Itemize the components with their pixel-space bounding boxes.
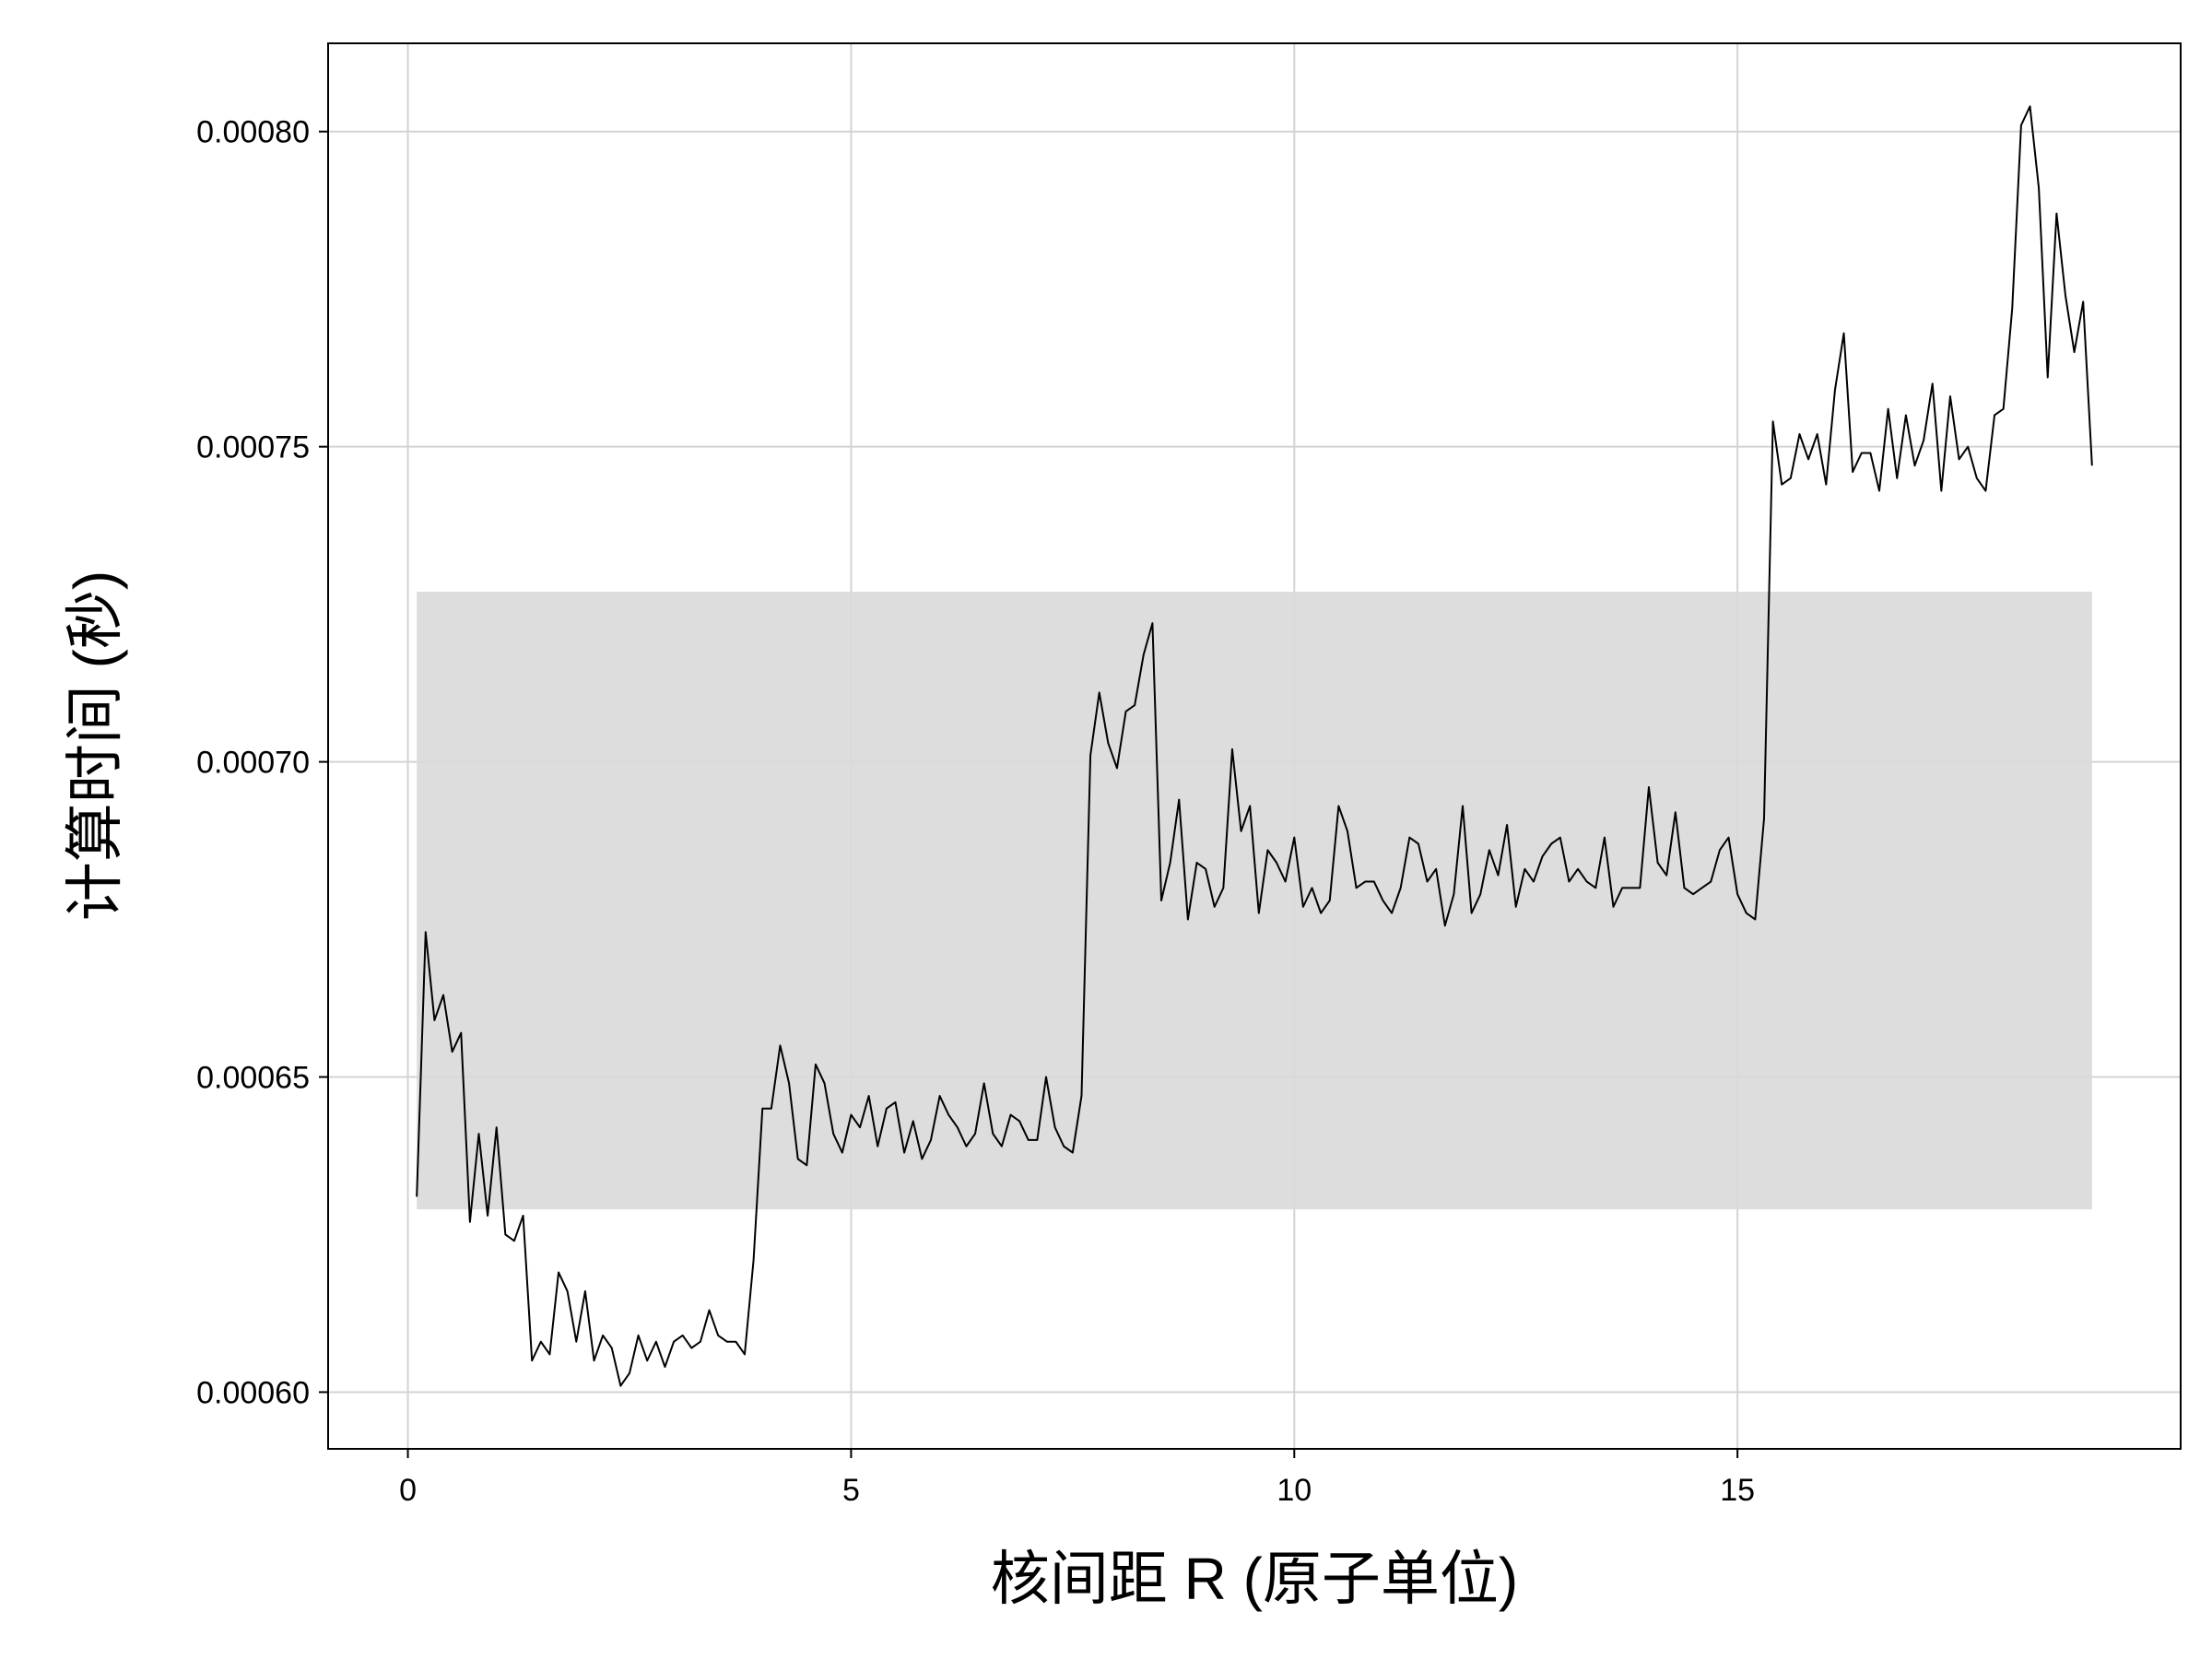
series-line [416,105,2093,1387]
range-band [417,591,2092,1210]
x-axis-label: 核间距 R (原子单位) [991,1546,1518,1612]
y-tick-label: 0.00060 [196,1375,310,1410]
y-tick-label: 0.00080 [196,115,310,150]
y-tick-label: 0.00070 [196,746,310,781]
plot-frame [327,42,2182,1450]
y-tick-label: 0.00065 [196,1061,310,1096]
axis-ticks: 0 5 10 15 0.00060 0.00065 0.00070 0.00075 0.0008… [196,115,1755,1508]
x-tick-label: 10 [1277,1473,1312,1508]
y-axis-label: 计算时间 (秒) [62,571,128,921]
y-tick-label: 0.00075 [196,430,310,465]
x-tick-label: 5 [842,1473,860,1508]
data-series [416,105,2093,1387]
x-tick-label: 0 [399,1473,417,1508]
shaded-band [417,591,2092,1210]
x-tick-label: 15 [1720,1473,1755,1508]
